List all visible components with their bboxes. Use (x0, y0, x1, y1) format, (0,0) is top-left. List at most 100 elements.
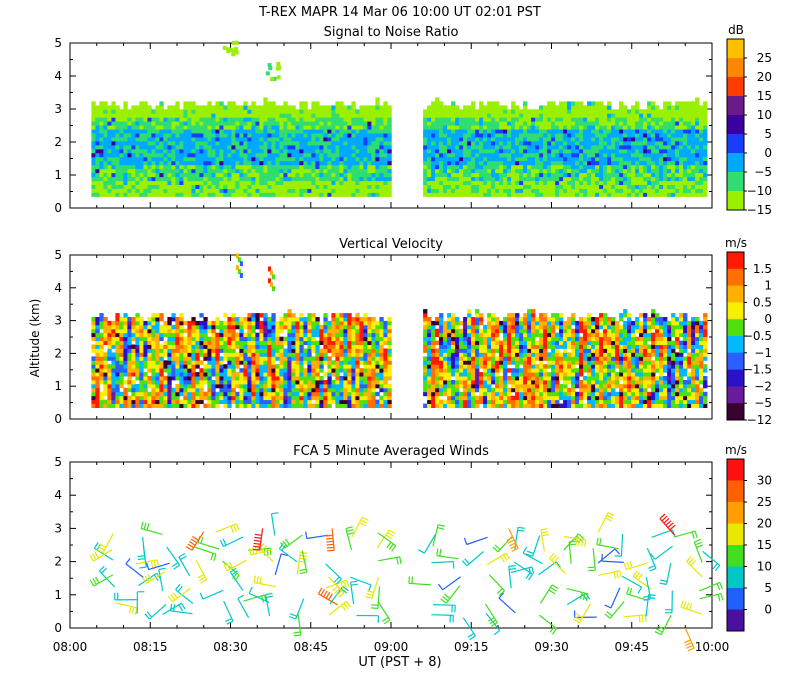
snr-cell (243, 113, 248, 118)
snr-cell (667, 184, 672, 189)
snr-cell (627, 160, 632, 166)
snr-cell (551, 121, 556, 126)
snr-cell (135, 105, 140, 110)
velocity-cell (119, 352, 124, 357)
velocity-cell (139, 380, 144, 385)
snr-cell (355, 184, 360, 189)
snr-cell (367, 141, 372, 146)
snr-cell (163, 184, 168, 189)
velocity-cell (115, 317, 120, 322)
snr-cell (211, 133, 216, 138)
velocity-cell (307, 340, 312, 345)
velocity-cell (323, 320, 328, 326)
snr-cell (291, 113, 296, 118)
snr-cell (219, 172, 224, 178)
snr-cell (119, 192, 124, 197)
snr-cell (579, 160, 584, 166)
snr-cell (327, 168, 332, 174)
snr-cell (135, 145, 140, 150)
snr-cell (319, 164, 324, 170)
snr-cell (627, 133, 632, 138)
snr-cell (295, 164, 300, 170)
velocity-cell (247, 403, 252, 408)
snr-cell (367, 145, 372, 150)
snr-cell (663, 164, 668, 170)
snr-cell (335, 180, 340, 185)
snr-cell (107, 176, 112, 182)
velocity-cell (151, 336, 156, 342)
velocity-cell (91, 399, 96, 404)
velocity-cell (211, 399, 216, 404)
snr-cell (183, 168, 188, 174)
velocity-cell (331, 399, 336, 404)
snr-cell (647, 164, 652, 170)
velocity-cell (111, 340, 116, 345)
snr-cell (603, 121, 608, 126)
snr-cell (279, 121, 284, 126)
snr-cell (351, 188, 356, 193)
snr-cell (459, 133, 464, 138)
snr-cell (263, 184, 268, 189)
snr-cell (695, 160, 700, 166)
snr-cell (659, 129, 664, 134)
snr-cell (111, 117, 116, 122)
snr-cell (607, 101, 612, 106)
snr-cell (499, 172, 504, 178)
velocity-cell (243, 383, 248, 389)
snr-cell (351, 180, 356, 185)
velocity-cell (283, 399, 288, 404)
snr-cell (539, 148, 544, 154)
snr-cell (447, 121, 452, 126)
snr-cell (343, 121, 348, 126)
velocity-cell (151, 344, 156, 349)
snr-cell (627, 148, 632, 154)
velocity-cell (259, 391, 264, 397)
snr-cell (299, 117, 304, 122)
snr-cell (475, 133, 480, 138)
snr-cell (327, 192, 332, 197)
snr-cell (311, 137, 316, 142)
snr-cell (143, 137, 148, 142)
velocity-cell (111, 352, 116, 357)
snr-cell (255, 133, 260, 138)
snr-cell (211, 117, 216, 122)
snr-cell (603, 176, 608, 182)
velocity-cell (319, 380, 324, 385)
snr-cell (551, 164, 556, 170)
velocity-cell (267, 376, 272, 381)
snr-cell (231, 176, 236, 182)
snr-cell (231, 164, 236, 170)
snr-cell (547, 188, 552, 193)
snr-cell (611, 137, 616, 142)
snr-cell (207, 168, 212, 174)
snr-cell (659, 121, 664, 126)
snr-cell (187, 180, 192, 185)
snr-cell (299, 180, 304, 185)
velocity-cell (199, 387, 204, 393)
snr-cell (451, 105, 456, 110)
snr-cell (127, 168, 132, 174)
snr-cell (203, 109, 208, 114)
snr-cell (595, 121, 600, 126)
snr-cell (547, 172, 552, 178)
snr-cell (535, 109, 540, 114)
velocity-cell (115, 383, 120, 389)
snr-cell (231, 137, 236, 142)
snr-cell (239, 180, 244, 185)
snr-cell (335, 129, 340, 134)
snr-cell (583, 137, 588, 142)
snr-cell (247, 176, 252, 182)
snr-cell (579, 145, 584, 150)
snr-cell (563, 117, 568, 122)
velocity-cell (171, 372, 176, 377)
snr-cell (371, 188, 376, 193)
snr-cell (571, 121, 576, 126)
snr-cell (451, 160, 456, 166)
snr-cell (355, 129, 360, 134)
snr-cell (383, 117, 388, 122)
velocity-cell (103, 376, 108, 381)
velocity-cell (259, 387, 264, 393)
velocity-cell (227, 399, 232, 404)
velocity-cell (207, 324, 212, 330)
snr-cell (619, 125, 624, 130)
